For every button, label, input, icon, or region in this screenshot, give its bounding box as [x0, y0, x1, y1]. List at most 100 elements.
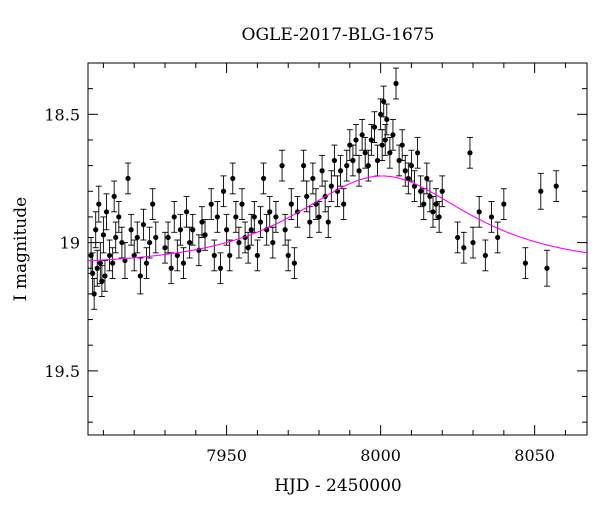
data-point — [273, 214, 279, 220]
data-point — [93, 227, 99, 233]
data-point — [331, 157, 338, 164]
y-tick-label: 19.5 — [44, 362, 80, 381]
data-point — [224, 227, 230, 233]
data-point — [165, 234, 171, 241]
x-axis-label: HJD - 2450000 — [274, 476, 402, 496]
x-tick-label: 8050 — [514, 446, 555, 465]
data-point — [116, 214, 122, 220]
data-point — [111, 193, 117, 200]
data-point — [387, 150, 393, 156]
data-point — [421, 201, 427, 207]
data-point — [455, 234, 461, 241]
data-point — [134, 234, 140, 241]
data-point — [153, 234, 159, 241]
data-point — [254, 252, 261, 259]
data-point — [106, 252, 113, 259]
data-point — [470, 239, 476, 246]
data-point — [488, 214, 495, 220]
data-point — [113, 234, 119, 241]
data-point — [88, 252, 94, 259]
data-point — [279, 163, 285, 169]
data-point — [233, 214, 239, 220]
data-point — [374, 157, 381, 164]
plot-frame — [87, 62, 588, 436]
y-tick-label: 18.5 — [44, 105, 80, 124]
data-point — [402, 168, 408, 174]
data-point — [427, 193, 433, 200]
data-point — [378, 111, 384, 117]
data-point — [384, 116, 390, 123]
data-point — [257, 219, 264, 225]
data-point — [147, 239, 153, 246]
data-point — [288, 201, 294, 207]
data-point — [230, 175, 236, 182]
data-point — [199, 219, 205, 225]
data-point — [328, 183, 334, 189]
data-point — [125, 175, 131, 182]
data-point — [267, 209, 273, 215]
data-point — [371, 124, 378, 130]
data-point — [168, 265, 174, 271]
data-points — [88, 80, 559, 297]
data-point — [418, 188, 424, 194]
data-point — [245, 245, 251, 251]
data-point — [97, 260, 103, 266]
data-point — [436, 214, 442, 220]
data-point — [291, 260, 297, 266]
data-point — [174, 252, 180, 259]
data-point — [359, 132, 365, 138]
model-curve — [87, 175, 588, 262]
data-point — [433, 201, 439, 207]
data-point — [217, 265, 224, 271]
data-point — [190, 227, 196, 233]
data-point — [353, 137, 359, 143]
data-point — [325, 219, 331, 225]
data-point — [236, 239, 242, 246]
data-point — [227, 252, 233, 259]
data-point — [96, 201, 102, 207]
data-point — [405, 175, 411, 182]
data-point — [128, 227, 134, 233]
y-tick-labels: 18.5 19 19.5 — [44, 105, 80, 381]
data-point — [183, 209, 190, 215]
data-point — [140, 222, 147, 228]
data-point — [430, 209, 436, 215]
data-point — [150, 201, 156, 207]
minor-ticks — [88, 62, 587, 435]
data-point — [202, 232, 208, 238]
data-point — [482, 252, 488, 259]
data-point — [368, 137, 374, 143]
data-point — [251, 214, 257, 220]
data-point — [137, 273, 143, 279]
data-point — [538, 188, 544, 194]
data-point — [285, 252, 291, 259]
data-point — [131, 252, 137, 259]
data-point — [100, 232, 107, 238]
data-point — [424, 175, 430, 182]
data-point — [319, 168, 325, 174]
data-point — [341, 201, 347, 207]
chart-title: OGLE-2017-BLG-1675 — [242, 25, 435, 45]
data-point — [177, 227, 184, 233]
data-point — [248, 227, 254, 233]
data-point — [211, 252, 217, 259]
data-point — [408, 163, 415, 169]
data-point — [344, 163, 350, 169]
data-point — [301, 163, 307, 169]
data-point — [379, 142, 385, 148]
data-point — [282, 227, 288, 233]
y-tick-label: 19 — [60, 234, 80, 253]
data-point — [467, 150, 473, 156]
data-point — [350, 157, 356, 164]
data-point — [122, 257, 128, 264]
data-point — [171, 214, 177, 220]
data-point — [544, 265, 550, 271]
error-bars — [88, 67, 560, 310]
data-point — [90, 270, 96, 276]
data-point — [220, 188, 227, 194]
data-point — [381, 98, 387, 105]
data-point — [119, 239, 125, 246]
data-point — [180, 260, 187, 266]
data-point — [522, 260, 528, 266]
data-point — [399, 142, 405, 148]
